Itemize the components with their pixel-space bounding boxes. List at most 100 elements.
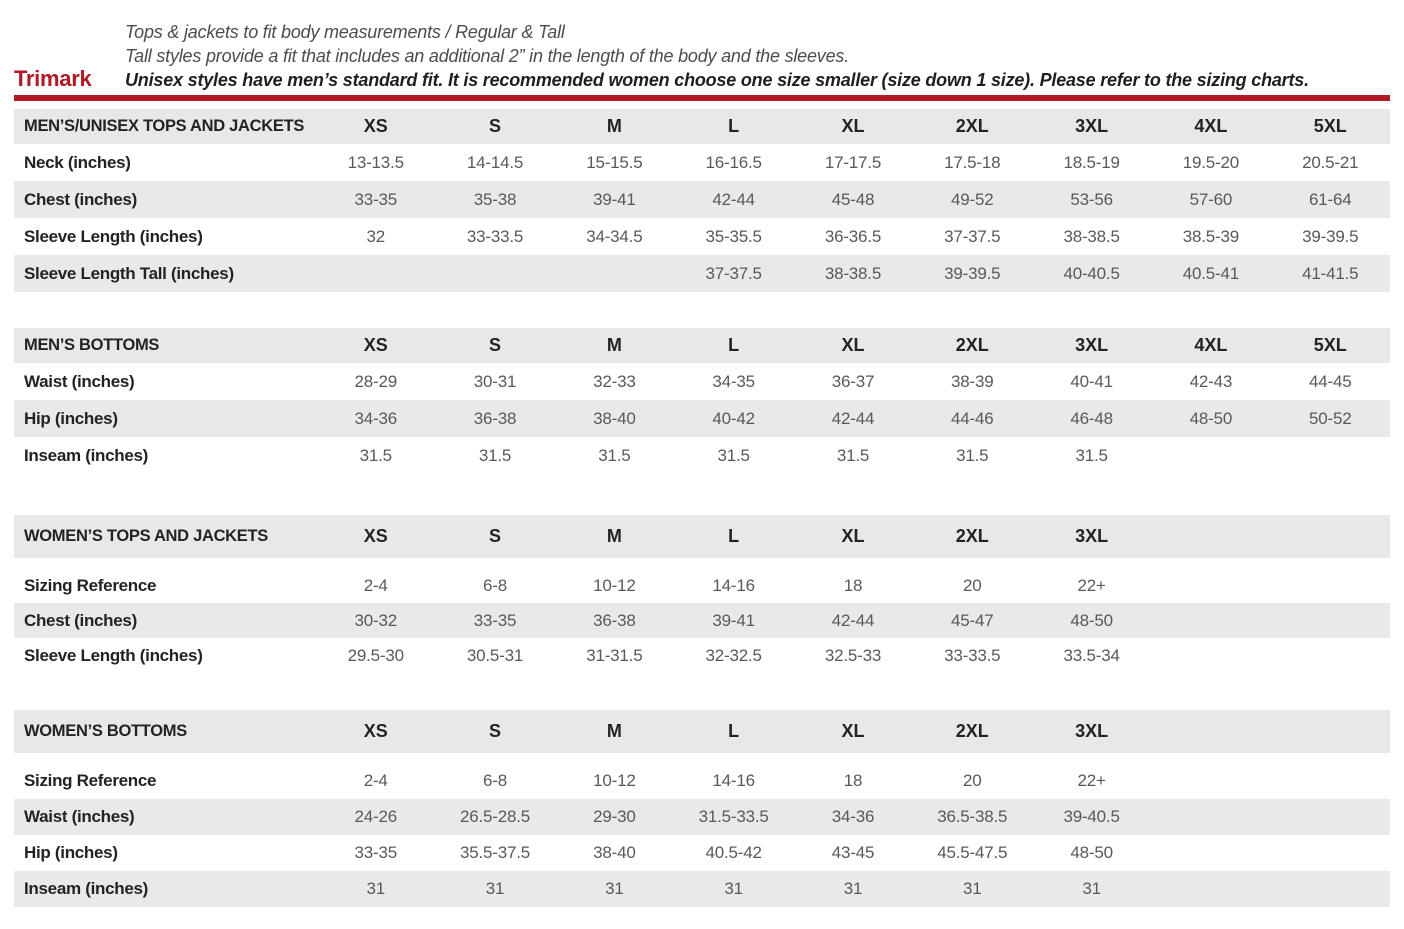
row-label: Inseam (inches) <box>14 871 317 907</box>
table-title: MEN’S/UNISEX TOPS AND JACKETS <box>14 109 317 144</box>
size-column-header: L <box>674 109 794 144</box>
size-column-header: 3XL <box>1031 710 1152 753</box>
size-value-cell: 30-31 <box>435 363 555 400</box>
size-value-cell: 35.5-37.5 <box>435 835 555 871</box>
size-value-cell: 20.5-21 <box>1270 144 1390 181</box>
size-value-cell: 36.5-38.5 <box>912 799 1032 835</box>
table-row: Chest (inches) 30-32 33-35 36-38 39-41 42-44 4… <box>14 603 1390 638</box>
size-value-cell: 31-31.5 <box>554 638 674 673</box>
size-value-cell: 31 <box>793 871 913 907</box>
row-label: Sleeve Length (inches) <box>14 218 317 255</box>
size-value-cell <box>316 255 436 292</box>
size-column-header: M <box>554 109 674 144</box>
size-value-cell <box>554 255 674 292</box>
size-value-cell: 36-38 <box>435 400 555 437</box>
size-value-cell: 31.5 <box>554 437 674 474</box>
size-value-cell: 39-41 <box>674 603 794 638</box>
size-value-cell <box>1270 763 1390 799</box>
table-header-row: WOMEN’S BOTTOMS XS S M L XL 2XL 3XL <box>14 710 1390 753</box>
size-column-header: M <box>554 328 674 363</box>
table-title: WOMEN’S BOTTOMS <box>14 710 317 753</box>
size-value-cell: 31 <box>1031 871 1152 907</box>
brand-logo: Trimark <box>14 66 92 91</box>
size-column-header: 2XL <box>912 710 1032 753</box>
size-column-header: S <box>435 109 555 144</box>
size-value-cell: 6-8 <box>435 763 555 799</box>
size-column-header: M <box>554 710 674 753</box>
mens-bottoms-table: MEN’S BOTTOMS XS S M L XL 2XL 3XL 4XL 5XL Waist (i… <box>14 328 1390 474</box>
size-column-header: S <box>435 328 555 363</box>
size-value-cell: 36-36.5 <box>793 218 913 255</box>
size-value-cell: 33-35 <box>316 835 436 871</box>
size-value-cell: 26.5-28.5 <box>435 799 555 835</box>
size-column-header: XL <box>793 328 913 363</box>
size-value-cell: 31.5-33.5 <box>674 799 794 835</box>
size-column-header: S <box>435 515 555 558</box>
size-column-header: 5XL <box>1270 109 1390 144</box>
size-value-cell: 31 <box>554 871 674 907</box>
table-row: Sleeve Length (inches) 29.5-30 30.5-31 31-3… <box>14 638 1390 673</box>
size-value-cell: 18.5-19 <box>1031 144 1152 181</box>
size-value-cell: 32 <box>316 218 436 255</box>
size-value-cell: 18 <box>793 763 913 799</box>
size-value-cell: 44-45 <box>1270 363 1390 400</box>
size-value-cell: 37-37.5 <box>674 255 794 292</box>
table-row: Hip (inches) 34-36 36-38 38-40 40-42 42-44 44-… <box>14 400 1390 437</box>
size-column-header <box>1270 515 1390 558</box>
size-value-cell: 53-56 <box>1031 181 1152 218</box>
size-value-cell: 24-26 <box>316 799 436 835</box>
size-value-cell: 36-38 <box>554 603 674 638</box>
mens-unisex-tops-jackets-table: MEN’S/UNISEX TOPS AND JACKETS XS S M L XL 2XL 3… <box>14 109 1390 292</box>
size-value-cell: 38-38.5 <box>793 255 913 292</box>
size-value-cell: 20 <box>912 568 1032 603</box>
size-value-cell: 33-33.5 <box>912 638 1032 673</box>
intro-text: Tops & jackets to fit body measurements … <box>125 20 1404 92</box>
size-value-cell: 31.5 <box>1031 437 1152 474</box>
table-row: Waist (inches) 24-26 26.5-28.5 29-30 31.5-33… <box>14 799 1390 835</box>
table-row: Waist (inches) 28-29 30-31 32-33 34-35 36-37 3… <box>14 363 1390 400</box>
size-value-cell: 34-34.5 <box>554 218 674 255</box>
size-value-cell: 42-44 <box>793 400 913 437</box>
size-value-cell <box>1270 799 1390 835</box>
size-value-cell: 45-48 <box>793 181 913 218</box>
size-value-cell: 32.5-33 <box>793 638 913 673</box>
size-value-cell: 38-40 <box>554 400 674 437</box>
table-title: MEN’S BOTTOMS <box>14 328 317 363</box>
size-value-cell: 38-40 <box>554 835 674 871</box>
size-value-cell: 39-40.5 <box>1031 799 1152 835</box>
size-value-cell: 40.5-41 <box>1151 255 1271 292</box>
size-value-cell: 31 <box>316 871 436 907</box>
size-value-cell: 38.5-39 <box>1151 218 1271 255</box>
size-value-cell <box>1270 638 1390 673</box>
size-value-cell: 16-16.5 <box>674 144 794 181</box>
size-value-cell: 43-45 <box>793 835 913 871</box>
intro-line: Tall styles provide a fit that includes … <box>125 46 850 66</box>
size-value-cell: 17.5-18 <box>912 144 1032 181</box>
size-column-header <box>1151 710 1271 753</box>
size-value-cell: 14-16 <box>674 568 794 603</box>
table-header-row: MEN’S/UNISEX TOPS AND JACKETS XS S M L XL 2XL 3… <box>14 109 1390 144</box>
size-value-cell: 49-52 <box>912 181 1032 218</box>
size-value-cell <box>435 255 555 292</box>
size-value-cell: 31 <box>912 871 1032 907</box>
size-value-cell: 22+ <box>1031 763 1152 799</box>
table-row: Hip (inches) 33-35 35.5-37.5 38-40 40.5-42 43… <box>14 835 1390 871</box>
size-value-cell: 33-35 <box>435 603 555 638</box>
size-column-header: 2XL <box>912 109 1032 144</box>
size-column-header: XL <box>793 710 913 753</box>
table-row: Inseam (inches) 31 31 31 31 31 31 31 <box>14 871 1390 907</box>
size-column-header: XS <box>316 515 436 558</box>
size-column-header: 5XL <box>1270 328 1390 363</box>
row-label: Waist (inches) <box>14 363 317 400</box>
size-value-cell: 40-41 <box>1031 363 1152 400</box>
intro-line: Tops & jackets to fit body measurements … <box>125 22 565 42</box>
size-value-cell: 61-64 <box>1270 181 1390 218</box>
size-value-cell: 29.5-30 <box>316 638 436 673</box>
size-column-header: L <box>674 515 794 558</box>
size-column-header: L <box>674 328 794 363</box>
womens-tops-jackets-table: WOMEN’S TOPS AND JACKETS XS S M L XL 2XL 3XL Siz… <box>14 515 1390 673</box>
size-value-cell: 18 <box>793 568 913 603</box>
row-label: Sizing Reference <box>14 568 317 603</box>
size-value-cell: 34-35 <box>674 363 794 400</box>
